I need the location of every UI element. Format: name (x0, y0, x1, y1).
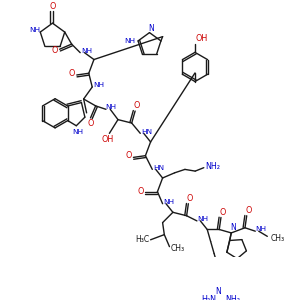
Text: NH: NH (255, 226, 266, 232)
Text: O: O (137, 187, 143, 196)
Text: O: O (87, 118, 94, 127)
Text: N: N (230, 223, 236, 232)
Text: O: O (49, 2, 56, 11)
Text: O: O (125, 151, 131, 160)
Text: OH: OH (196, 34, 208, 43)
Text: NH: NH (106, 104, 117, 110)
Text: O: O (220, 208, 226, 217)
Text: NH: NH (197, 216, 208, 222)
Text: H₃C: H₃C (135, 235, 149, 244)
Text: NH₂: NH₂ (206, 162, 221, 171)
Text: NH: NH (82, 48, 93, 54)
Text: NH₂: NH₂ (226, 296, 241, 300)
Text: CH₃: CH₃ (171, 244, 185, 253)
Text: H₂N: H₂N (201, 296, 216, 300)
Text: CH₃: CH₃ (271, 234, 285, 243)
Text: NH: NH (73, 129, 83, 135)
Text: O: O (134, 101, 140, 110)
Text: N: N (215, 287, 221, 296)
Text: NH: NH (163, 199, 174, 205)
Text: HN: HN (141, 129, 152, 135)
Text: NH: NH (29, 27, 40, 33)
Text: O: O (187, 194, 193, 203)
Text: N: N (148, 24, 154, 33)
Text: O: O (68, 69, 75, 78)
Text: NH: NH (124, 38, 135, 44)
Text: O: O (245, 206, 252, 215)
Text: HN: HN (153, 165, 164, 171)
Text: OH: OH (101, 135, 114, 144)
Text: O: O (51, 46, 58, 56)
Text: NH: NH (94, 82, 105, 88)
